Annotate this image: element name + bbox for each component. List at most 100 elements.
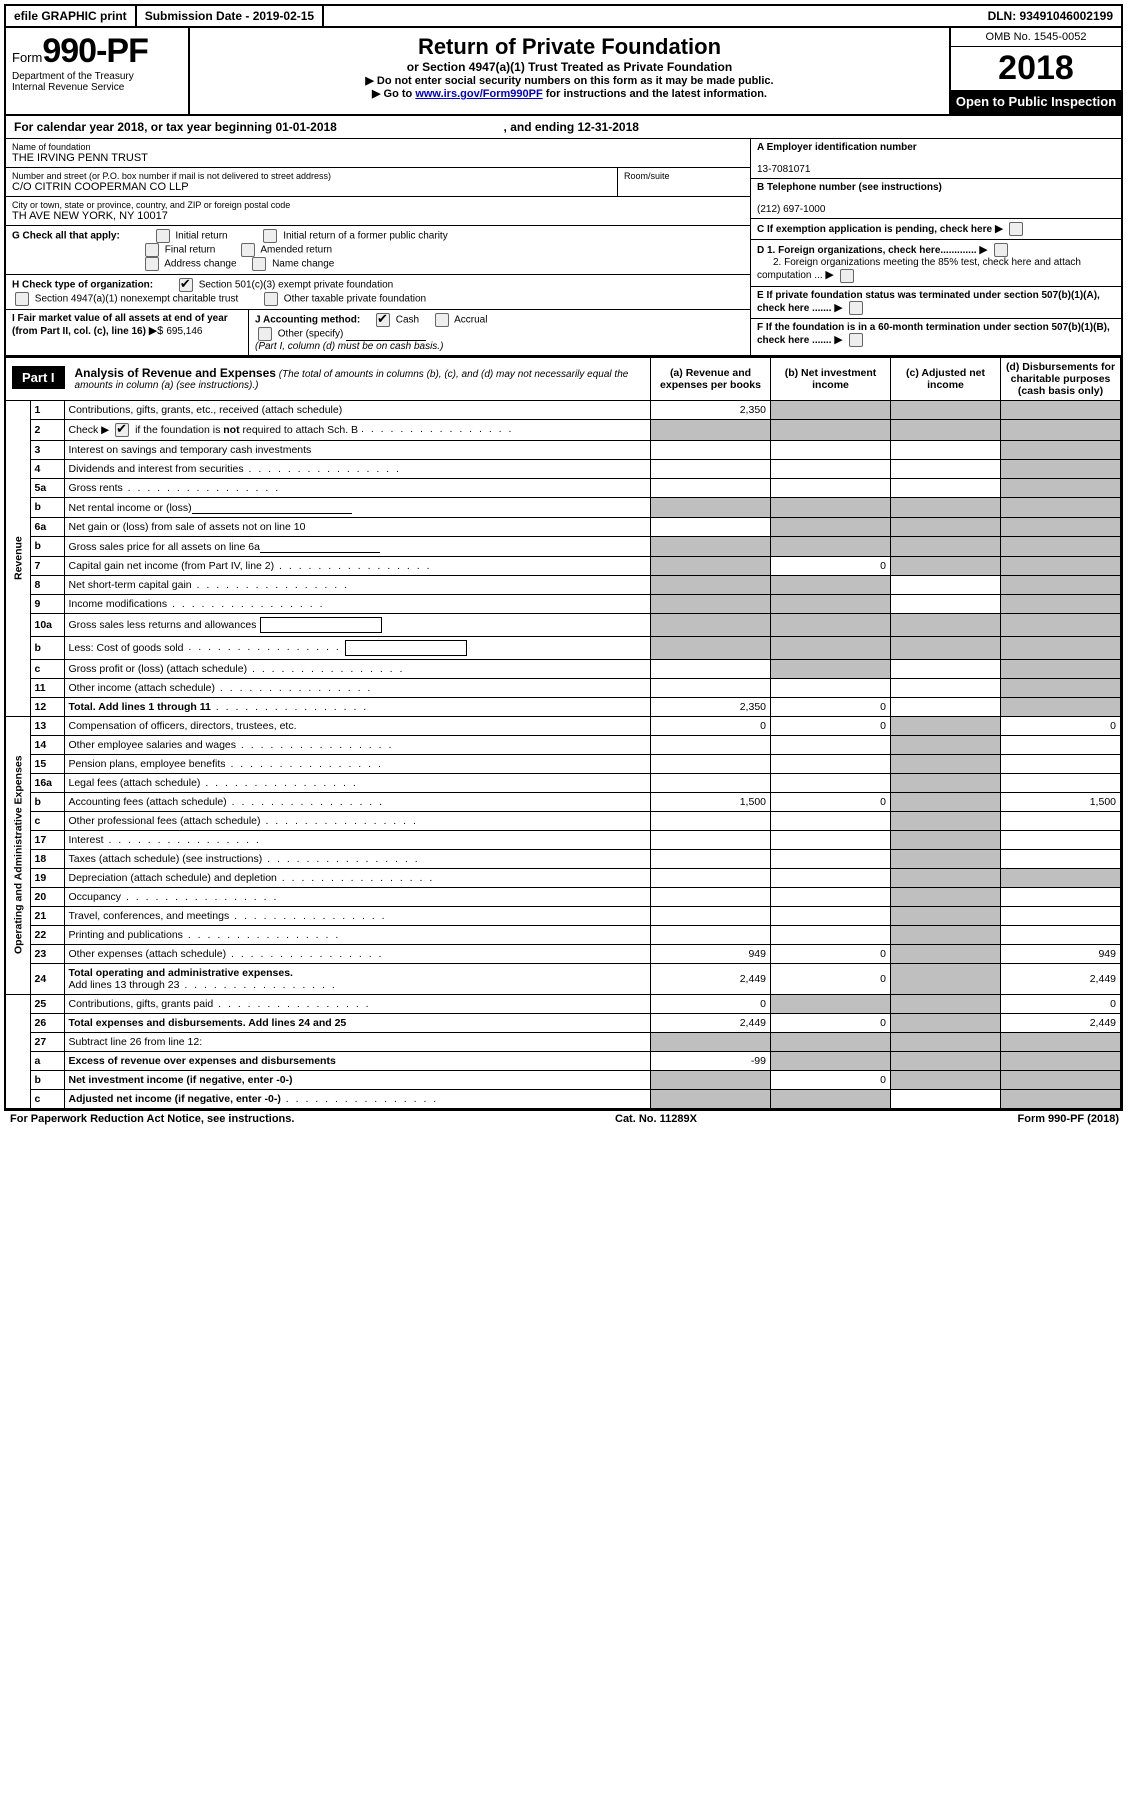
col-c-header: (c) Adjusted net income [891, 357, 1001, 400]
shaded-cell [1001, 497, 1121, 517]
cal-text-a: For calendar year 2018, or tax year begi… [14, 120, 275, 134]
col-a-value: 0 [651, 994, 771, 1013]
line-number: 15 [30, 754, 64, 773]
shaded-cell [651, 1070, 771, 1089]
street-label: Number and street (or P.O. box number if… [12, 171, 611, 181]
line-desc: Net short-term capital gain [64, 575, 651, 594]
cal-text-b: , and ending [504, 120, 578, 134]
l2-pre: Check ▶ [69, 423, 113, 435]
cash-checkbox[interactable] [376, 313, 390, 327]
cash-label: Cash [396, 314, 419, 325]
sch-b-checkbox[interactable] [115, 423, 129, 437]
shaded-cell [891, 849, 1001, 868]
other-method-label: Other (specify) [278, 328, 344, 339]
open-to-public: Open to Public Inspection [951, 90, 1121, 114]
shaded-cell [771, 517, 891, 536]
l22-text: Printing and publications [69, 929, 183, 941]
l15-text: Pension plans, employee benefits [69, 758, 226, 770]
part1-badge: Part I [12, 366, 65, 389]
accrual-checkbox[interactable] [435, 313, 449, 327]
arrow-icon: ▶ [979, 244, 991, 256]
shaded-cell [1001, 1032, 1121, 1051]
501c3-checkbox[interactable] [179, 278, 193, 292]
arrow-icon: ▶ [834, 302, 846, 314]
room-label: Room/suite [624, 171, 744, 181]
line-number: 3 [30, 440, 64, 459]
table-row: 16a Legal fees (attach schedule) [6, 773, 1121, 792]
l6b-text: Gross sales price for all assets on line… [69, 541, 260, 553]
ein-label: A Employer identification number [757, 142, 917, 153]
l27c-text: Adjusted net income (if negative, enter … [69, 1093, 281, 1105]
line-number: 2 [30, 419, 64, 440]
shaded-cell [771, 400, 891, 419]
other-method-checkbox[interactable] [258, 327, 272, 341]
line-number: 19 [30, 868, 64, 887]
shaded-cell [1001, 1051, 1121, 1070]
shaded-cell [651, 497, 771, 517]
final-return-label: Final return [165, 244, 216, 255]
arrow-icon: ▶ [995, 223, 1007, 235]
l21-text: Travel, conferences, and meetings [69, 910, 230, 922]
section-h: H Check type of organization: Section 50… [6, 275, 750, 310]
l2-post-a: if the foundation is [135, 423, 223, 435]
inline-input[interactable] [345, 640, 467, 656]
other-specify-line[interactable] [346, 328, 426, 341]
expenses-section-label: Operating and Administrative Expenses [6, 716, 30, 994]
table-row: 23 Other expenses (attach schedule) 949 … [6, 944, 1121, 963]
shaded-cell [891, 906, 1001, 925]
other-taxable-checkbox[interactable] [264, 292, 278, 306]
shaded-cell [891, 1032, 1001, 1051]
instructions-link[interactable]: www.irs.gov/Form990PF [415, 88, 542, 100]
l8-text: Net short-term capital gain [69, 579, 192, 591]
shaded-cell [1001, 536, 1121, 556]
final-return-checkbox[interactable] [145, 243, 159, 257]
shaded-cell [891, 1051, 1001, 1070]
initial-return-label: Initial return [175, 230, 227, 241]
amended-return-checkbox[interactable] [241, 243, 255, 257]
top-bar: efile GRAPHIC print Submission Date - 20… [6, 6, 1121, 28]
line-number: 25 [30, 994, 64, 1013]
line-number: 1 [30, 400, 64, 419]
col-b-value: 0 [771, 963, 891, 994]
shaded-cell [891, 773, 1001, 792]
col-a-value: 949 [651, 944, 771, 963]
inline-input[interactable] [260, 617, 382, 633]
line-desc: Gross profit or (loss) (attach schedule) [64, 659, 651, 678]
foreign-85-checkbox[interactable] [840, 269, 854, 283]
initial-former-checkbox[interactable] [263, 229, 277, 243]
form-subtitle: or Section 4947(a)(1) Trust Treated as P… [198, 60, 941, 74]
line-number: 20 [30, 887, 64, 906]
initial-return-checkbox[interactable] [156, 229, 170, 243]
col-a-value: 2,350 [651, 697, 771, 716]
ein-value: 13-7081071 [757, 164, 810, 175]
4947-checkbox[interactable] [15, 292, 29, 306]
60-month-checkbox[interactable] [849, 333, 863, 347]
city-label: City or town, state or province, country… [12, 200, 744, 210]
status-terminated-checkbox[interactable] [849, 301, 863, 315]
shaded-cell [771, 497, 891, 517]
table-row: 8 Net short-term capital gain [6, 575, 1121, 594]
name-change-checkbox[interactable] [252, 257, 266, 271]
l27b-text: Net investment income (if negative, ente… [69, 1074, 293, 1086]
line-number: 10a [30, 613, 64, 636]
foreign-org-checkbox[interactable] [994, 243, 1008, 257]
shaded-cell [1001, 613, 1121, 636]
line-desc: Contributions, gifts, grants, etc., rece… [64, 400, 651, 419]
line-number: 6a [30, 517, 64, 536]
line-number: 24 [30, 963, 64, 994]
line-desc: Capital gain net income (from Part IV, l… [64, 556, 651, 575]
shaded-cell [1001, 636, 1121, 659]
shaded-cell [891, 994, 1001, 1013]
form-number: Form990-PF [12, 32, 182, 71]
line-number: 11 [30, 678, 64, 697]
exemption-pending-checkbox[interactable] [1009, 222, 1023, 236]
address-change-checkbox[interactable] [145, 257, 159, 271]
shaded-cell [651, 1032, 771, 1051]
l14-text: Other employee salaries and wages [69, 739, 237, 751]
part1-header-cell: Part I Analysis of Revenue and Expenses … [6, 357, 651, 400]
col-a-value: 0 [651, 716, 771, 735]
line-number: 7 [30, 556, 64, 575]
table-row: 25 Contributions, gifts, grants paid 0 0 [6, 994, 1121, 1013]
shaded-cell [651, 1089, 771, 1108]
table-row: 19 Depreciation (attach schedule) and de… [6, 868, 1121, 887]
